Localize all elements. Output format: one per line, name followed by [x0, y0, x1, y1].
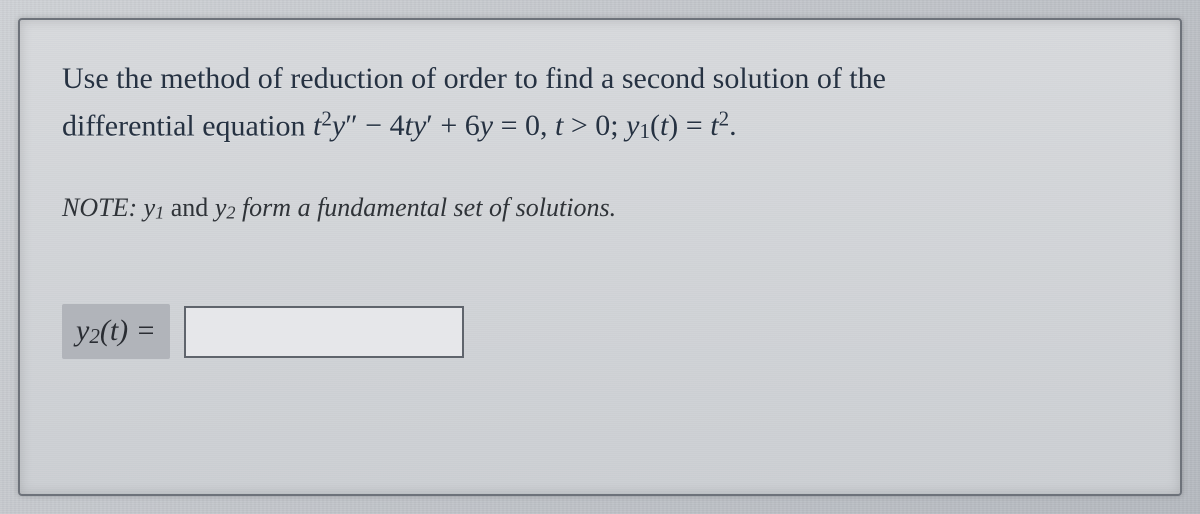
problem-line2-prefix: differential equation [62, 109, 313, 142]
question-panel: Use the method of reduction of order to … [18, 18, 1182, 496]
problem-equation: t2y″ − 4ty′ + 6y = 0, t > 0; y1(t) = t2. [313, 109, 737, 142]
note-line: NOTE: y1 and y2 form a fundamental set o… [62, 193, 1138, 224]
answer-row: y2(t) = [62, 304, 1138, 359]
screen-root: Use the method of reduction of order to … [0, 0, 1200, 514]
answer-label: y2(t) = [62, 304, 170, 359]
problem-text: Use the method of reduction of order to … [62, 56, 1138, 149]
answer-input[interactable] [184, 306, 464, 358]
note-prefix: NOTE: [62, 193, 137, 222]
problem-line1: Use the method of reduction of order to … [62, 62, 886, 95]
note-body: y1 and y2 form a fundamental set of solu… [137, 193, 616, 222]
